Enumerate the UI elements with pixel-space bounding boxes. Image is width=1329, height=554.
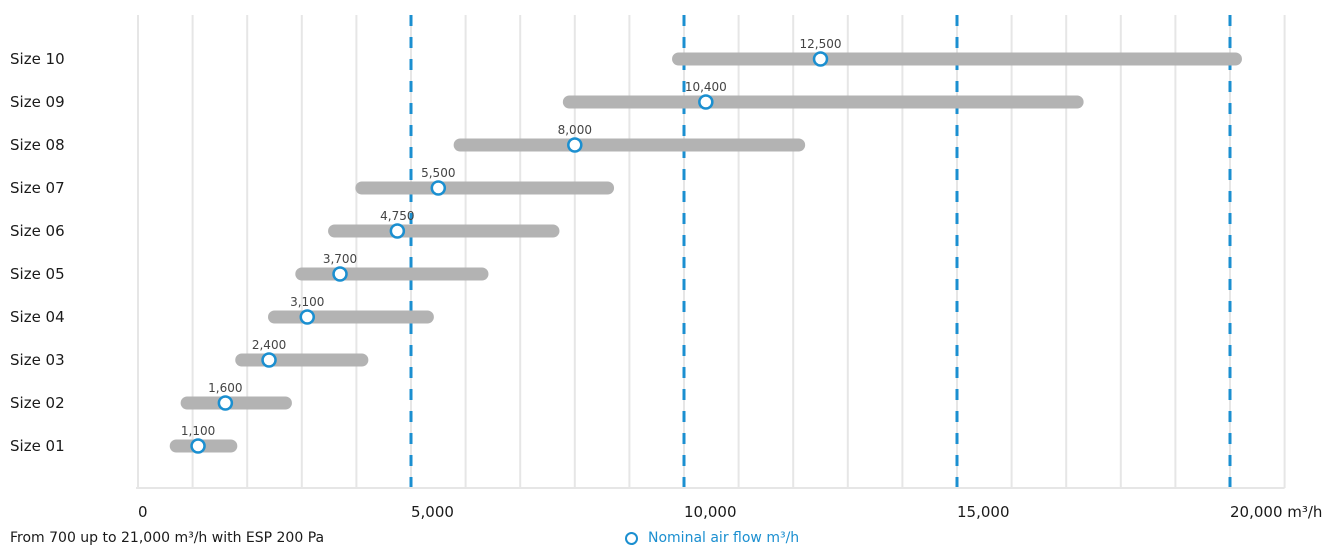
nominal-value-label: 8,000 [558,123,592,137]
nominal-point [567,137,583,153]
legend: Nominal air flow m³/h [625,530,799,546]
nominal-point [299,309,316,325]
nominal-point [332,266,348,282]
category-label: Size 02 [10,394,65,412]
legend-label: Nominal air flow m³/h [648,530,800,546]
nominal-point [812,51,829,67]
x-tick-label: 0 [138,503,148,520]
nominal-point [261,352,277,368]
nominal-point [698,94,714,110]
category-label: Size 08 [10,136,65,154]
x-tick-label: 20,000 m³/h [1230,503,1322,520]
nominal-value-label: 2,400 [252,338,286,352]
category-label: Size 04 [10,308,65,326]
x-tick-label: 5,000 [411,503,454,520]
category-label: Size 05 [10,265,65,283]
nominal-value-label: 1,100 [181,424,215,438]
nominal-value-label: 10,400 [685,80,727,94]
nominal-point [389,223,406,239]
nominal-value-label: 1,600 [208,381,242,395]
nominal-point [190,438,206,454]
footer-note: From 700 up to 21,000 m³/h with ESP 200 … [10,530,325,546]
category-label: Size 03 [10,351,65,369]
nominal-value-label: 5,500 [421,166,455,180]
legend-marker-icon [625,531,638,545]
nominal-point [217,395,234,411]
nominal-point [430,180,447,196]
category-label: Size 07 [10,179,65,197]
x-tick-label: 15,000 [957,503,1010,520]
category-label: Size 06 [10,222,65,240]
range-chart: Size 01 1,100 Size 02 1,600 Size 03 2,400 Size… [10,15,1322,520]
nominal-value-label: 12,500 [800,37,842,51]
nominal-value-label: 4,750 [380,209,414,223]
nominal-value-label: 3,100 [290,295,324,309]
category-label: Size 09 [10,93,65,111]
x-tick-label: 10,000 [684,503,737,520]
category-label: Size 10 [10,50,65,68]
category-label: Size 01 [10,437,65,455]
nominal-value-label: 3,700 [323,252,357,266]
